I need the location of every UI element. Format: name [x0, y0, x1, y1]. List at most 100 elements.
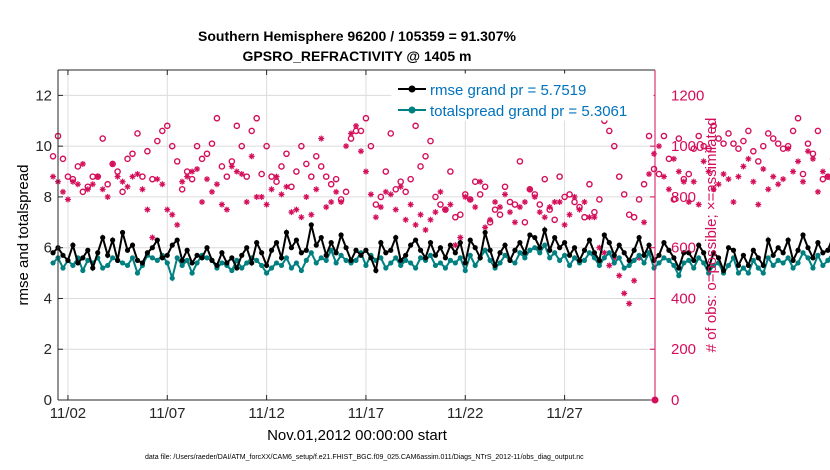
asterisk-stroke	[487, 217, 493, 223]
totalspread-point	[785, 255, 791, 261]
totalspread-point	[85, 257, 91, 263]
asterisk-stroke	[815, 189, 821, 195]
rmse-point	[522, 250, 528, 256]
asterisk-stroke	[388, 191, 394, 197]
obs-assimilated-point	[333, 188, 340, 195]
asterisk-stroke	[427, 217, 434, 223]
asterisk-stroke	[413, 222, 419, 228]
totalspread-point	[641, 260, 647, 266]
asterisk-stroke	[820, 169, 826, 175]
rmse-point	[651, 257, 657, 263]
rmse-point	[631, 247, 637, 253]
totalspread-point	[333, 260, 339, 266]
obs-possible-point	[437, 201, 444, 208]
obs-assimilated-point	[715, 181, 722, 188]
y-tick-label: 4	[44, 290, 52, 307]
totalspread-point	[671, 262, 677, 269]
asterisk-stroke	[159, 181, 165, 187]
rmse-point	[507, 257, 513, 263]
legend-spread-marker	[408, 106, 416, 114]
rmse-point	[154, 237, 160, 243]
totalspread-point	[502, 252, 508, 258]
obs-possible-point	[293, 168, 300, 175]
obs-possible-point	[332, 175, 340, 183]
obs-assimilated-point	[313, 186, 320, 193]
asterisk-stroke	[269, 186, 275, 192]
rmse-point	[701, 250, 707, 256]
totalspread-point	[124, 262, 131, 269]
totalspread-point	[676, 273, 682, 279]
rmse-point	[755, 255, 761, 261]
totalspread-point	[711, 262, 717, 269]
asterisk-stroke	[169, 212, 175, 218]
obs-assimilated-point	[179, 178, 186, 185]
totalspread-point	[338, 252, 344, 258]
asterisk-stroke	[567, 212, 573, 218]
obs-assimilated-point	[735, 173, 742, 180]
y2-tick-label: 0	[671, 392, 679, 409]
obs-possible-point	[218, 163, 226, 170]
obs-assimilated-point	[223, 206, 230, 213]
obs-assimilated-point	[819, 168, 826, 175]
obs-possible-point	[725, 130, 732, 137]
totalspread-point	[532, 245, 538, 251]
obs-assimilated-point	[800, 178, 807, 185]
asterisk-stroke	[482, 224, 488, 230]
rmse-point	[219, 250, 225, 256]
obs-assimilated-point	[114, 173, 121, 180]
obs-assimilated-point	[660, 173, 667, 180]
rmse-point	[50, 250, 56, 256]
totalspread-point	[691, 265, 697, 271]
totalspread-point	[706, 270, 712, 276]
obs-assimilated-point	[581, 199, 588, 205]
obs-possible-point	[432, 193, 439, 201]
asterisk-stroke	[711, 186, 717, 192]
obs-possible-point	[412, 122, 419, 130]
totalspread-point	[467, 252, 473, 258]
obs-possible-point	[134, 130, 141, 137]
totalspread-point	[303, 257, 309, 263]
obs-assimilated-point	[521, 199, 528, 205]
y-tick-label: 2	[44, 341, 52, 358]
obs-possible-point	[730, 140, 737, 147]
asterisk-stroke	[462, 194, 468, 200]
asterisk-stroke	[144, 207, 150, 213]
totalspread-point	[621, 265, 627, 271]
asterisk-stroke	[204, 176, 210, 182]
rmse-point	[100, 234, 106, 241]
rmse-point	[566, 252, 573, 258]
obs-assimilated-point	[159, 181, 166, 188]
rmse-point	[611, 252, 617, 258]
totalspread-point	[686, 257, 692, 263]
asterisk-stroke	[293, 207, 299, 213]
obs-possible-point	[794, 114, 802, 122]
obs-assimilated-point	[432, 209, 439, 216]
asterisk-stroke	[750, 179, 756, 185]
obs-possible-point	[124, 155, 131, 163]
rmse-point	[825, 247, 830, 253]
asterisk-stroke	[795, 158, 801, 164]
obs-assimilated-point	[606, 262, 613, 269]
obs-possible-point	[159, 127, 166, 135]
asterisk-stroke	[368, 191, 374, 197]
plot-marks	[49, 114, 830, 404]
totalspread-point	[755, 265, 761, 271]
obs-assimilated-point	[745, 155, 752, 162]
asterisk-stroke	[477, 179, 483, 185]
asterisk-stroke	[527, 186, 533, 192]
totalspread-point	[60, 265, 66, 271]
rmse-point	[760, 262, 766, 269]
asterisk-stroke	[70, 179, 76, 185]
asterisk-stroke	[517, 204, 523, 210]
totalspread-point	[581, 257, 588, 263]
obs-assimilated-point	[467, 196, 474, 203]
totalspread-point	[308, 250, 314, 256]
obs-possible-point	[630, 213, 638, 221]
rmse-point	[427, 240, 434, 246]
obs-possible-point	[700, 142, 707, 150]
rmse-point	[552, 234, 558, 241]
asterisk-stroke	[95, 174, 101, 180]
rmse-point	[795, 247, 801, 253]
rmse-point	[244, 245, 250, 251]
obs-possible-point	[144, 147, 151, 155]
